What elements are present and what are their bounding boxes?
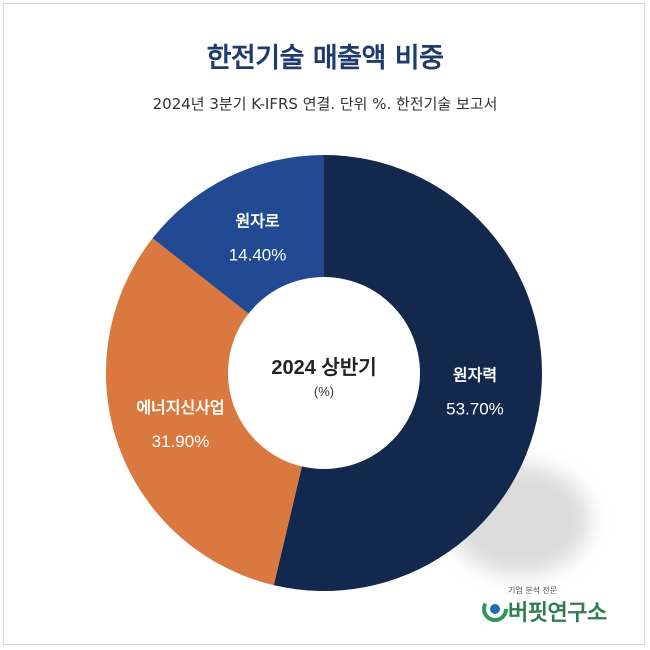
slice-label-2: 에너지신사업 [136, 399, 224, 417]
slice-label-1: 원자력 [453, 366, 497, 385]
slice-value-1: 53.70% [446, 400, 504, 419]
donut-hole [228, 277, 420, 469]
center-label: 2024 상반기 [271, 356, 376, 379]
slice-label-3: 원자로 [235, 212, 279, 230]
slice-value-2: 31.90% [152, 432, 210, 451]
logo-name: 버핏연구소 [508, 601, 607, 626]
chart-frame [3, 3, 645, 645]
slice-2 [105, 238, 324, 586]
chart-subtitle: 2024년 3분기 K-IFRS 연결. 단위 %. 한전기술 보고서 [152, 95, 498, 113]
buffett-lab-logo: 기업 분석 전문 버핏연구소 [482, 583, 642, 633]
logo-swirl-icon [482, 596, 508, 622]
slice-value-3: 14.40% [229, 245, 287, 264]
logo-tagline: 기업 분석 전문 [508, 586, 558, 595]
center-unit: (%) [314, 384, 334, 399]
chart-title: 한전기술 매출액 비중 [206, 43, 444, 74]
